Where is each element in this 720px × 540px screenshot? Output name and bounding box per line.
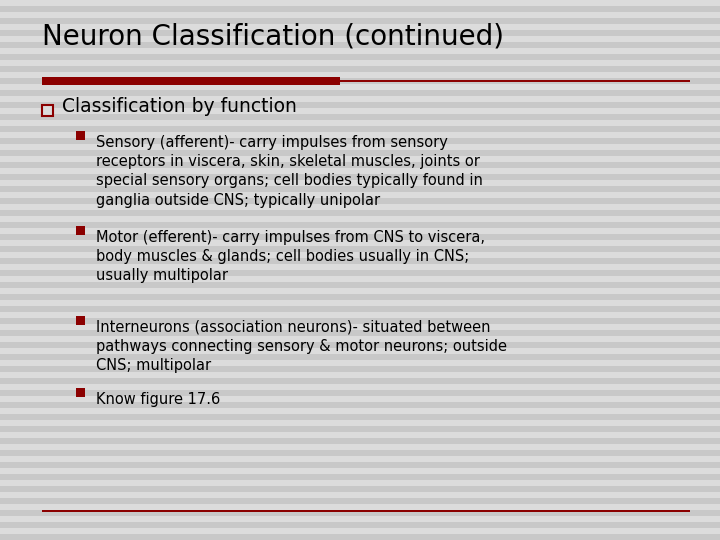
Bar bbox=[0, 102, 720, 108]
Bar bbox=[42, 80, 690, 82]
Bar bbox=[0, 318, 720, 324]
Bar bbox=[0, 186, 720, 192]
Bar bbox=[0, 246, 720, 252]
Text: Neuron Classification (continued): Neuron Classification (continued) bbox=[42, 22, 504, 50]
Bar bbox=[0, 54, 720, 60]
Text: Interneurons (association neurons)- situated between
pathways connecting sensory: Interneurons (association neurons)- situ… bbox=[96, 320, 507, 373]
Bar bbox=[0, 462, 720, 468]
Bar bbox=[0, 174, 720, 180]
Bar bbox=[0, 378, 720, 384]
Bar bbox=[0, 6, 720, 12]
Bar bbox=[0, 450, 720, 456]
Bar bbox=[0, 282, 720, 288]
Bar bbox=[0, 42, 720, 48]
Text: Classification by function: Classification by function bbox=[62, 97, 297, 116]
Bar bbox=[0, 414, 720, 420]
Bar bbox=[0, 474, 720, 480]
Bar bbox=[0, 534, 720, 540]
Bar bbox=[0, 426, 720, 432]
Bar bbox=[0, 366, 720, 372]
Text: Sensory (afferent)- carry impulses from sensory
receptors in viscera, skin, skel: Sensory (afferent)- carry impulses from … bbox=[96, 135, 483, 207]
Bar bbox=[0, 114, 720, 120]
Bar bbox=[0, 270, 720, 276]
Bar bbox=[0, 162, 720, 168]
Text: Know figure 17.6: Know figure 17.6 bbox=[96, 392, 220, 407]
Bar bbox=[76, 315, 84, 325]
Bar bbox=[0, 18, 720, 24]
Bar bbox=[76, 131, 84, 139]
Bar bbox=[0, 438, 720, 444]
Bar bbox=[0, 342, 720, 348]
Bar bbox=[0, 486, 720, 492]
Bar bbox=[0, 498, 720, 504]
Bar bbox=[0, 510, 720, 516]
Text: Motor (efferent)- carry impulses from CNS to viscera,
body muscles & glands; cel: Motor (efferent)- carry impulses from CN… bbox=[96, 230, 485, 284]
Bar bbox=[0, 402, 720, 408]
Bar bbox=[76, 388, 84, 396]
Bar bbox=[42, 77, 340, 85]
Bar bbox=[0, 90, 720, 96]
Bar bbox=[0, 306, 720, 312]
Bar bbox=[0, 150, 720, 156]
Bar bbox=[42, 105, 53, 116]
Bar bbox=[0, 234, 720, 240]
Bar bbox=[0, 294, 720, 300]
Bar bbox=[0, 222, 720, 228]
Bar bbox=[0, 258, 720, 264]
Bar bbox=[0, 210, 720, 216]
Bar bbox=[76, 226, 84, 234]
Bar bbox=[0, 198, 720, 204]
Bar bbox=[0, 330, 720, 336]
Bar bbox=[0, 522, 720, 528]
Bar bbox=[0, 354, 720, 360]
Bar bbox=[0, 390, 720, 396]
Bar bbox=[0, 138, 720, 144]
Bar bbox=[0, 126, 720, 132]
Bar bbox=[42, 510, 690, 512]
Bar bbox=[0, 78, 720, 84]
Bar bbox=[0, 30, 720, 36]
Bar bbox=[0, 66, 720, 72]
